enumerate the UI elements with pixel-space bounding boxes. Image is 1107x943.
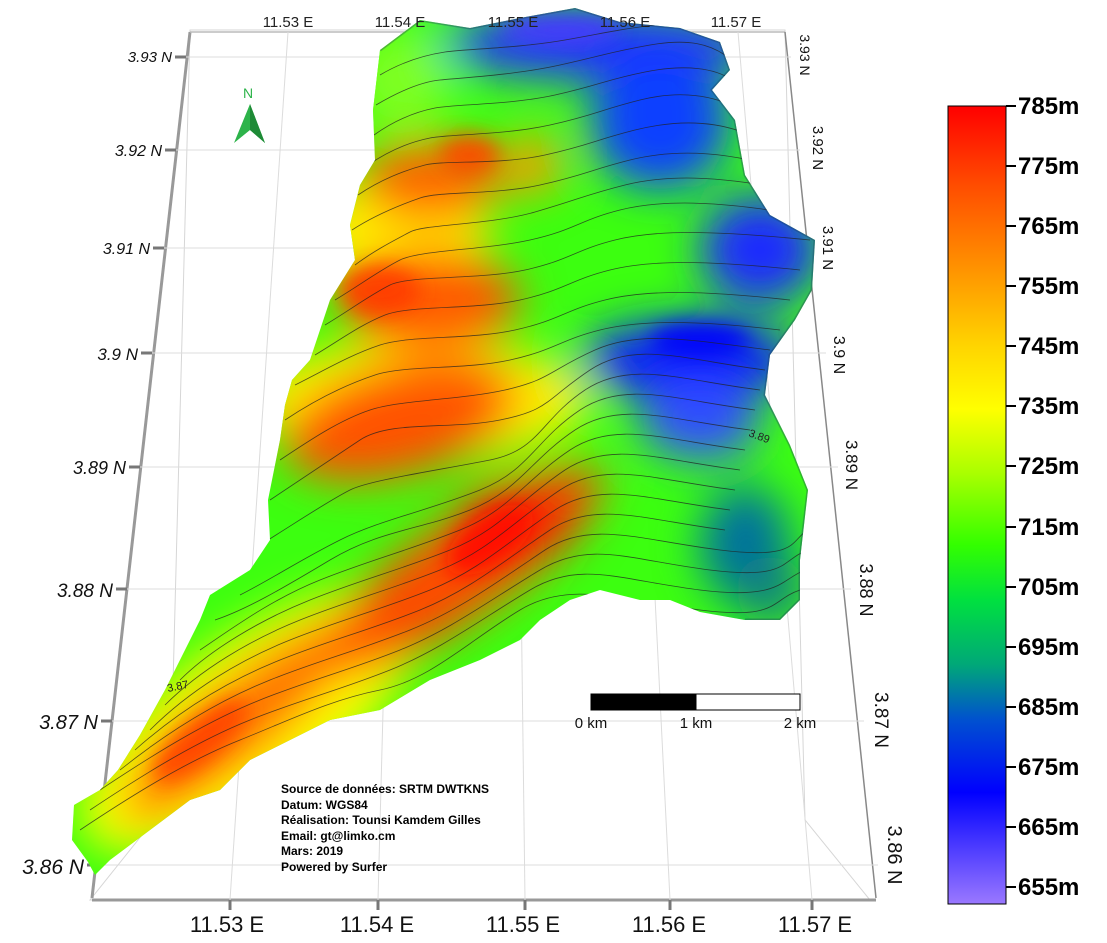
lat-label-right: 3.9 N bbox=[830, 336, 847, 374]
lat-label-right: 3.89 N bbox=[842, 440, 861, 490]
legend-label: 745m bbox=[1018, 333, 1079, 360]
left-latitude-labels: 3.93 N 3.92 N 3.91 N 3.9 N 3.89 N 3.88 N… bbox=[22, 49, 172, 879]
legend-label: 775m bbox=[1018, 153, 1079, 180]
right-latitude-labels: 3.93 N 3.92 N 3.91 N 3.9 N 3.89 N 3.88 N… bbox=[797, 34, 905, 884]
scale-label: 0 km bbox=[575, 715, 608, 732]
legend-label: 655m bbox=[1018, 874, 1079, 901]
legend-label: 785m bbox=[1018, 93, 1079, 120]
lat-label-right: 3.88 N bbox=[856, 563, 876, 616]
lat-label-left: 3.9 N bbox=[97, 345, 138, 364]
lat-label-right: 3.91 N bbox=[819, 226, 836, 270]
lat-label-right: 3.92 N bbox=[809, 126, 826, 170]
lon-label-bottom: 11.53 E bbox=[190, 912, 264, 937]
lon-label-bottom: 11.57 E bbox=[778, 912, 852, 937]
contour-label: 3.87 bbox=[166, 679, 189, 695]
credit-software: Powered by Surfer bbox=[281, 859, 388, 874]
north-label: N bbox=[243, 85, 253, 101]
scale-bar: 0 km 1 km 2 km bbox=[575, 693, 817, 732]
lat-label-left: 3.89 N bbox=[73, 458, 127, 478]
map-credits: Source de données: SRTM DWTKNS Datum: WG… bbox=[281, 782, 489, 875]
legend-color-bar bbox=[947, 105, 1007, 905]
lat-label-left: 3.87 N bbox=[39, 712, 98, 734]
credit-author: Réalisation: Tounsi Kamdem Gilles bbox=[281, 813, 481, 827]
credit-date: Mars: 2019 bbox=[281, 844, 344, 858]
legend-label: 755m bbox=[1018, 273, 1079, 300]
credit-source: Source de données: SRTM DWTKNS bbox=[281, 782, 490, 796]
lon-label-top: 11.56 E bbox=[600, 14, 651, 31]
axis-ticks bbox=[87, 55, 814, 910]
legend-label: 765m bbox=[1018, 213, 1079, 240]
legend-label: 675m bbox=[1018, 754, 1079, 781]
lon-label-top: 11.53 E bbox=[263, 14, 314, 31]
scale-label: 1 km bbox=[680, 715, 713, 732]
scale-label: 2 km bbox=[784, 715, 817, 732]
legend-label: 665m bbox=[1018, 814, 1079, 841]
lat-label-left: 3.88 N bbox=[57, 581, 113, 602]
lon-label-bottom: 11.55 E bbox=[486, 912, 560, 937]
terrain-surface bbox=[72, 8, 815, 875]
legend-label: 685m bbox=[1018, 694, 1079, 721]
lon-label-bottom: 11.54 E bbox=[340, 912, 414, 937]
lat-label-left: 3.91 N bbox=[103, 241, 151, 258]
legend-label: 705m bbox=[1018, 574, 1079, 601]
elevation-legend: 785m 775m 765m 755m 745m 735m 725m 715m … bbox=[947, 93, 1079, 905]
lon-label-bottom: 11.56 E bbox=[632, 912, 706, 937]
lat-label-left: 3.92 N bbox=[115, 143, 163, 160]
lat-label-right: 3.87 N bbox=[870, 692, 891, 748]
lat-label-right: 3.86 N bbox=[883, 826, 905, 885]
credit-email: Email: gt@limko.cm bbox=[281, 828, 396, 843]
legend-label: 695m bbox=[1018, 634, 1079, 661]
lat-label-right: 3.93 N bbox=[797, 34, 813, 75]
legend-label: 715m bbox=[1018, 514, 1079, 541]
lat-label-left: 3.93 N bbox=[128, 49, 172, 66]
contour-lines bbox=[79, 23, 811, 831]
lon-label-top: 11.55 E bbox=[488, 14, 539, 31]
bottom-longitude-labels: 11.53 E 11.54 E 11.55 E 11.56 E 11.57 E bbox=[190, 912, 852, 937]
north-arrow: N bbox=[234, 85, 265, 143]
lon-label-top: 11.54 E bbox=[375, 14, 426, 31]
top-longitude-labels: 11.53 E 11.54 E 11.55 E 11.56 E 11.57 E bbox=[263, 14, 762, 31]
lat-label-left: 3.86 N bbox=[22, 856, 85, 879]
legend-label: 725m bbox=[1018, 453, 1079, 480]
credit-datum: Datum: WGS84 bbox=[281, 797, 368, 812]
lon-label-top: 11.57 E bbox=[711, 14, 762, 31]
legend-label: 735m bbox=[1018, 393, 1079, 420]
